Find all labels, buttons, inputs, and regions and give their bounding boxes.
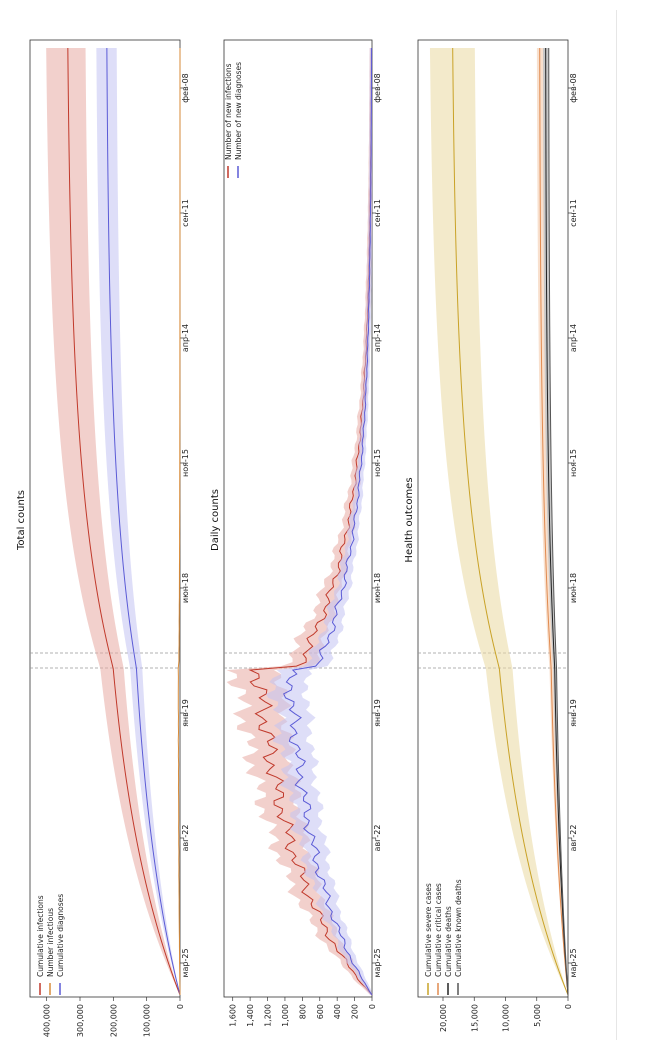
time-tick-label: апр-14 — [569, 324, 578, 352]
cumulative-deaths-line — [545, 47, 569, 996]
time-tick-label: сен-11 — [569, 199, 578, 227]
cumulative-severe-line — [452, 47, 569, 996]
value-tick-label: 400,000 — [43, 1004, 52, 1037]
legend-label: Cumulative infections — [36, 895, 45, 977]
value-tick-label: 600 — [316, 1004, 325, 1019]
cumulative-infections-line — [67, 47, 181, 996]
cumulative-infections-band — [46, 48, 180, 995]
legend: Cumulative infections Number infectious Cu… — [36, 894, 65, 995]
time-tick-label: ноя-15 — [181, 449, 190, 477]
time-tick-label: ноя-15 — [373, 449, 382, 477]
cumulative-severe-band — [429, 48, 568, 995]
panel-title: Daily counts — [210, 489, 221, 551]
panel-1: 0 100,000 200,000 300,000 400,000 мар-25 авг-2… — [16, 39, 190, 1037]
time-tick-label: сен-11 — [373, 199, 382, 227]
legend-label: Number of new diagnoses — [234, 62, 243, 160]
cumulative-diagnoses-line — [106, 47, 181, 996]
time-tick-label: янв-19 — [569, 699, 578, 727]
value-tick-label: 100,000 — [143, 1004, 152, 1037]
time-tick-label: авг-22 — [569, 825, 578, 852]
panel-2: 0 200 400 600 800 1,000 1,200 1,400 1,600 мар-25 а… — [210, 39, 382, 1027]
time-tick-label: фев-08 — [181, 73, 190, 103]
cumulative-known-deaths-line — [548, 47, 569, 996]
legend-label: Number infectious — [46, 908, 55, 977]
legend: Cumulative severe cases Cumulative critic… — [424, 879, 463, 995]
time-tick-label: янв-19 — [181, 699, 190, 727]
new-diagnoses-band — [266, 48, 372, 995]
legend-label: Number of new infections — [224, 63, 233, 160]
panel-frame — [417, 39, 569, 998]
time-tick-label: мар-25 — [181, 948, 190, 977]
time-tick-label: апр-14 — [181, 324, 190, 352]
value-tick-label: 5,000 — [533, 1004, 542, 1027]
legend-label: Cumulative deaths — [444, 906, 453, 977]
value-tick-label: 300,000 — [76, 1004, 85, 1037]
page-edge-line — [616, 10, 617, 1040]
time-tick-label: авг-22 — [373, 825, 382, 852]
legend-label: Cumulative known deaths — [454, 879, 463, 977]
time-tick-label: ноя-15 — [569, 449, 578, 477]
value-tick-label: 1,400 — [246, 1004, 255, 1027]
value-tick-label: 800 — [298, 1004, 307, 1019]
value-tick-label: 10,000 — [502, 1004, 511, 1032]
time-tick-label: апр-14 — [373, 324, 382, 352]
value-tick-label: 0 — [176, 1004, 185, 1009]
value-tick-label: 200,000 — [109, 1004, 118, 1037]
time-tick-label: мар-25 — [373, 948, 382, 977]
value-tick-label: 0 — [564, 1004, 573, 1009]
time-tick-label: июн-18 — [181, 573, 190, 603]
legend-label: Cumulative critical cases — [434, 883, 443, 977]
time-tick-label: сен-11 — [181, 199, 190, 227]
number-infectious-line — [177, 47, 181, 996]
time-tick-label: фев-08 — [373, 73, 382, 103]
legend: Number of new infections Number of new di… — [224, 62, 243, 178]
value-tick-label: 1,000 — [281, 1004, 290, 1027]
value-tick-label: 1,200 — [264, 1004, 273, 1027]
panel-frame — [223, 39, 373, 998]
panel-3: 0 5,000 10,000 15,000 20,000 мар-25 авг-22 янв-… — [404, 39, 578, 1032]
cumulative-critical-line — [539, 47, 569, 996]
time-tick-label: июн-18 — [373, 573, 382, 603]
panel-title: Total counts — [16, 490, 27, 551]
time-tick-label: июн-18 — [569, 573, 578, 603]
legend-label: Cumulative severe cases — [424, 883, 433, 977]
time-tick-label: авг-22 — [181, 825, 190, 852]
panel-title: Health outcomes — [404, 477, 415, 562]
value-tick-label: 200 — [351, 1004, 360, 1019]
value-tick-label: 1,600 — [229, 1004, 238, 1027]
cumulative-diagnoses-band — [96, 48, 180, 995]
time-tick-label: янв-19 — [373, 699, 382, 727]
new-diagnoses-line — [283, 47, 373, 996]
value-tick-label: 15,000 — [470, 1004, 479, 1032]
new-infections-band — [226, 48, 372, 995]
time-tick-label: мар-25 — [569, 948, 578, 977]
time-tick-label: фев-08 — [569, 73, 578, 103]
value-tick-label: 20,000 — [439, 1004, 448, 1032]
value-tick-label: 0 — [368, 1004, 377, 1009]
legend-label: Cumulative diagnoses — [56, 894, 65, 977]
value-tick-label: 400 — [333, 1004, 342, 1019]
